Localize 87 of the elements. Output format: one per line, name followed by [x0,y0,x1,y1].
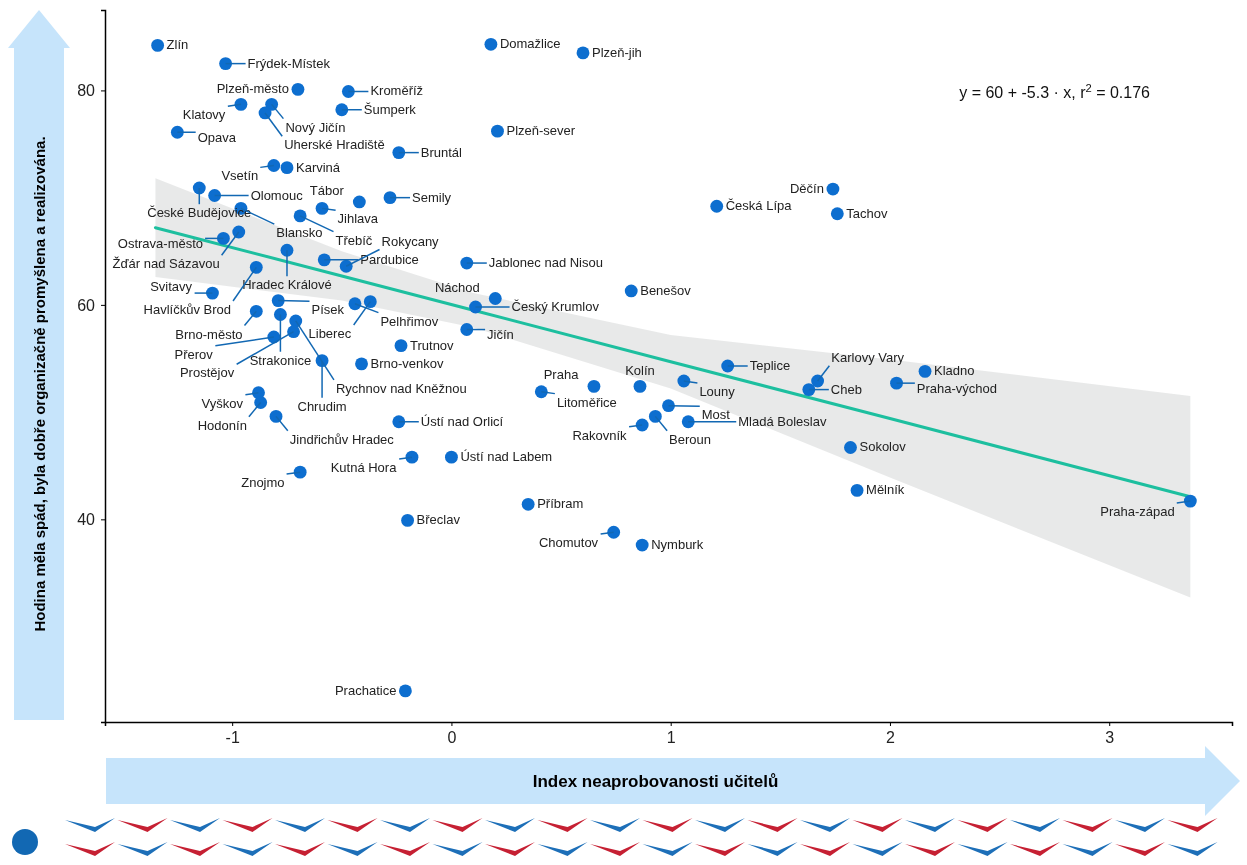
data-label: Karlovy Vary [831,349,905,365]
y-tick-label: 40 [77,510,96,528]
data-label: Plzeň-sever [506,123,576,139]
data-label: Karviná [295,159,341,175]
data-label: Olomouc [250,187,304,203]
x-tick-label: 3 [1105,729,1115,747]
data-label: Kroměříž [370,83,424,99]
x-axis-title: Index neaprobovanosti učitelů [532,772,779,791]
data-label: Česká Lípa [725,198,793,214]
y-axis-title: Hodina měla spád, byla dobře organizačně promyšlena a realizována. [31,136,48,632]
x-tick-label: -1 [225,729,240,747]
data-label: Náchod [434,279,480,295]
data-label: Zlín [166,37,189,53]
data-label: Šumperk [363,101,417,117]
data-label: Semily [412,189,452,205]
data-label: Chrudim [297,398,347,414]
data-label: České Budějovice [147,205,252,221]
data-label: Ústí nad Labem [460,449,553,465]
data-label: Znojmo [241,475,285,491]
data-label: Frýdek-Místek [247,55,331,71]
data-label: Opava [197,130,237,146]
data-label: Mělník [866,482,905,498]
x-tick-label: 1 [666,729,676,747]
data-label: Prachatice [334,682,397,698]
data-label: Sokolov [859,439,907,455]
data-label: Písek [311,302,345,318]
data-label: Jičín [487,327,514,343]
data-label: Praha [543,367,580,383]
data-label: Teplice [749,358,791,373]
data-label: Praha-východ [916,381,998,397]
data-label: Kutná Hora [330,460,398,476]
data-label: Rychnov nad Kněžnou [335,380,467,396]
data-label: Uherské Hradiště [284,137,385,153]
y-tick-label: 80 [77,82,96,100]
annotation: y = 60 + -5.3 · x, r$^{2}$ = 0.176 [959,82,1151,101]
data-label: Hradec Králové [242,277,332,293]
data-label: Příbram [537,496,584,512]
data-label: Brno-venkov [370,355,445,371]
data-label: Mladá Boleslav [738,413,827,429]
data-label: Benešov [640,282,692,298]
data-label: Vyškov [201,395,244,411]
data-label: Strakonice [249,352,312,368]
data-label: Bruntál [420,144,463,160]
data-label: Ostrava-město [117,236,204,252]
data-label: Hodonín [197,417,247,433]
data-label: Žďár nad Sázavou [112,256,220,272]
data-label: Litoměřice [556,394,617,410]
data-label: Jihlava [337,211,379,227]
data-label: Louny [699,383,736,399]
data-label: Svitavy [150,279,193,295]
data-label: Beroun [669,431,712,447]
data-label: Praha-západ [1100,504,1175,519]
data-label: Blansko [276,225,323,241]
data-label: Nový Jičín [285,119,346,135]
data-label: Klatovy [182,107,226,123]
data-label: Jindřichův Hradec [289,431,395,447]
data-label: Domažlice [499,36,561,52]
data-label: Třebíč [335,232,373,248]
data-label: Pelhřimov [380,313,439,329]
data-label: Most [701,407,731,423]
data-label: Chomutov [538,535,599,551]
data-label: Plzeň-jih [591,44,642,60]
y-tick-label: 60 [77,296,96,314]
data-label: Kolín [625,362,655,378]
data-label: Pardubice [360,251,419,267]
data-label: Český Krumlov [511,299,600,315]
data-label: Jablonec nad Nisou [488,255,603,271]
data-label: Vsetín [221,168,259,184]
x-tick-label: 0 [447,729,457,747]
data-label: Havlíčkův Brod [143,302,232,318]
data-label: Přerov [174,346,214,362]
data-label: Cheb [830,381,862,397]
data-label: Nymburk [651,537,704,553]
data-label: Brno-město [175,326,243,342]
data-label: Tachov [846,205,889,221]
data-label: Ústí nad Orlicí [420,413,504,429]
data-label: Rokycany [381,233,440,249]
data-label: Liberec [308,326,352,341]
data-label: Břeclav [416,512,461,528]
data-label: Trutnov [410,337,455,353]
data-label: Rakovník [572,427,628,443]
data-label: Děčín [789,181,824,197]
data-label: Prostějov [179,365,235,381]
data-label: Tábor [309,183,345,199]
data-label: Kladno [934,363,975,379]
data-label: Plzeň-město [216,81,289,97]
x-tick-label: 2 [886,729,895,747]
